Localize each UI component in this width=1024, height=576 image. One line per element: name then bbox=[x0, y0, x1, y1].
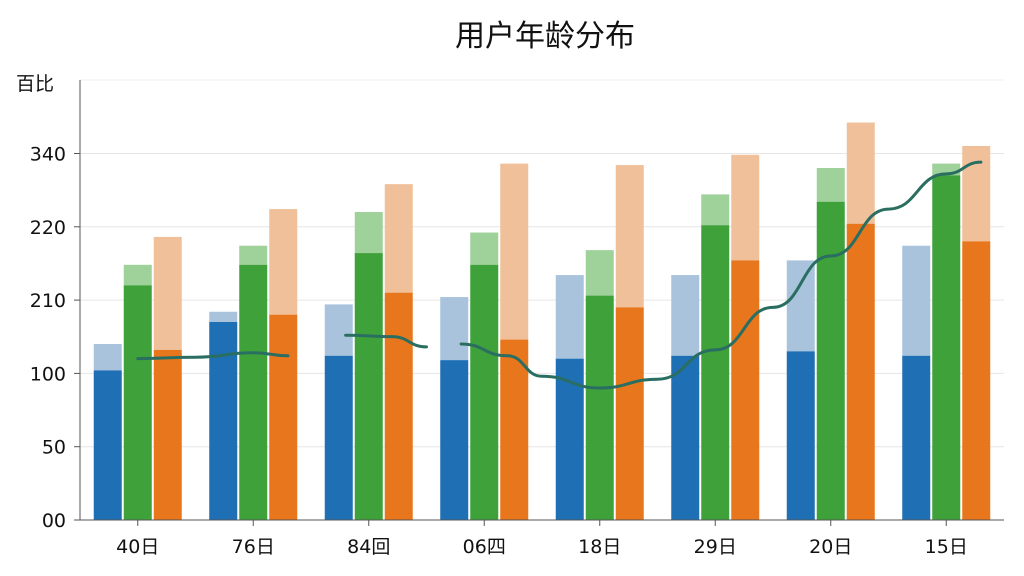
chart-title: 用户年龄分布 bbox=[455, 19, 635, 54]
bar-upper-segment bbox=[585, 250, 614, 296]
bar bbox=[354, 253, 383, 521]
bar-upper-segment bbox=[555, 275, 584, 359]
bar bbox=[500, 339, 529, 520]
bar bbox=[384, 292, 413, 520]
bar bbox=[786, 351, 815, 520]
bar bbox=[324, 355, 353, 520]
bar-upper-segment bbox=[731, 154, 760, 261]
x-tick-label: 29日 bbox=[694, 536, 737, 558]
bar bbox=[932, 175, 961, 521]
trend-line-segment bbox=[136, 351, 290, 361]
x-tick-label: 06四 bbox=[463, 536, 506, 558]
trend-line bbox=[136, 160, 983, 390]
x-tick-label: 84回 bbox=[347, 536, 390, 558]
y-axis-label: 百比 bbox=[16, 73, 54, 95]
bar-upper-segment bbox=[615, 165, 644, 308]
bar bbox=[209, 322, 238, 520]
bar bbox=[615, 307, 644, 520]
x-tick-label: 15日 bbox=[925, 536, 968, 558]
bar-upper-segment bbox=[701, 194, 730, 226]
bar bbox=[93, 370, 122, 520]
x-tick-label: 20日 bbox=[809, 536, 852, 558]
bar-upper-segment bbox=[440, 297, 469, 361]
bar bbox=[269, 314, 298, 520]
y-tick-label: 50 bbox=[42, 437, 66, 459]
bar-upper-segment bbox=[384, 184, 413, 293]
y-tick-label: 340 bbox=[30, 144, 66, 166]
bar-upper-segment bbox=[93, 344, 122, 371]
bar bbox=[123, 285, 152, 520]
axes: 00 50 100 210 220 340 40日 76日 84回 06四 18日 29日 20日 15日 bbox=[30, 80, 1004, 558]
bar bbox=[440, 360, 469, 520]
bar-upper-segment bbox=[500, 163, 529, 340]
bar bbox=[902, 355, 931, 520]
bar bbox=[671, 355, 700, 520]
bar-upper-segment bbox=[153, 236, 182, 350]
bar-upper-segment bbox=[209, 311, 238, 322]
bar bbox=[585, 295, 614, 520]
bar bbox=[470, 264, 499, 520]
bar-upper-segment bbox=[786, 260, 815, 352]
bar-upper-segment bbox=[123, 264, 152, 286]
y-tick-label: 210 bbox=[30, 290, 66, 312]
bar-upper-segment bbox=[324, 304, 353, 356]
bar bbox=[239, 264, 268, 520]
bar-upper-segment bbox=[962, 146, 991, 242]
bar-upper-segment bbox=[354, 212, 383, 254]
bar bbox=[846, 223, 875, 520]
y-tick-label: 100 bbox=[30, 363, 66, 385]
x-tick-label: 76日 bbox=[232, 536, 275, 558]
bar-upper-segment bbox=[671, 275, 700, 356]
x-tick-label: 40日 bbox=[116, 536, 159, 558]
bar-upper-segment bbox=[902, 245, 931, 356]
bar bbox=[816, 201, 845, 520]
bar-upper-segment bbox=[846, 122, 875, 224]
bar-upper-segment bbox=[816, 168, 845, 202]
bar-upper-segment bbox=[932, 163, 961, 176]
bar-upper-segment bbox=[470, 232, 499, 265]
bar-upper-segment bbox=[239, 245, 268, 265]
trend-line-segment bbox=[459, 160, 983, 390]
bar bbox=[153, 349, 182, 520]
bar bbox=[962, 241, 991, 521]
trend-line-segment bbox=[344, 333, 428, 349]
x-tick-label: 18日 bbox=[578, 536, 621, 558]
bar bbox=[731, 260, 760, 520]
bar-upper-segment bbox=[269, 209, 298, 315]
bar bbox=[701, 225, 730, 520]
bars bbox=[93, 122, 991, 521]
y-tick-label: 00 bbox=[42, 510, 66, 532]
y-tick-label: 220 bbox=[30, 217, 66, 239]
